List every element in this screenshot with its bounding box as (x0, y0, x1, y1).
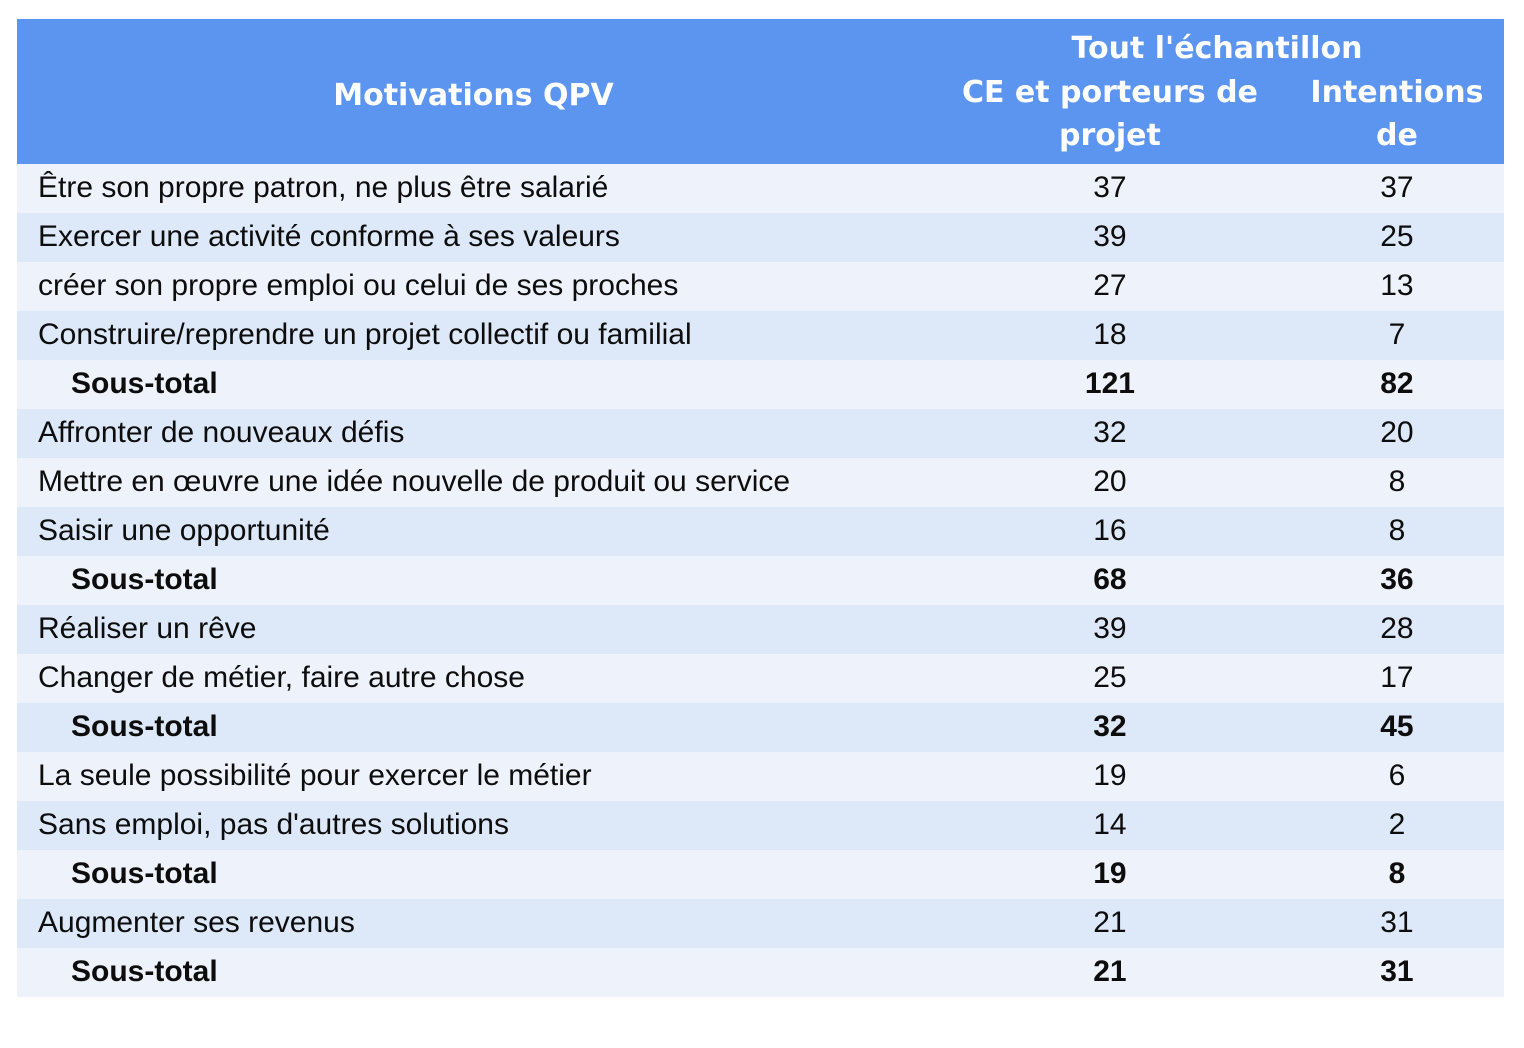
table-row: Réaliser un rêve 39 28 (17, 604, 1504, 654)
table-row: Affronter de nouveaux défis 32 20 (17, 408, 1504, 458)
ce-porteurs-value: 19 (930, 751, 1290, 801)
ce-porteurs-value: 21 (930, 898, 1290, 948)
intentions-value: 8 (1289, 849, 1504, 899)
table-body: Être son propre patron, ne plus être sal… (17, 163, 1504, 997)
intentions-value: 37 (1289, 163, 1504, 213)
motivation-label: Construire/reprendre un projet collectif… (17, 310, 931, 360)
motivation-label: Réaliser un rêve (17, 604, 931, 654)
subtotal-row: Sous-total 68 36 (17, 555, 1504, 605)
intentions-value: 36 (1289, 555, 1504, 605)
ce-porteurs-value: 16 (930, 506, 1290, 556)
intentions-value: 7 (1289, 310, 1504, 360)
ce-porteurs-value: 32 (930, 408, 1290, 458)
ce-porteurs-value: 68 (930, 555, 1290, 605)
motivation-label: Sous-total (17, 555, 931, 605)
table-row: Mettre en œuvre une idée nouvelle de pro… (17, 457, 1504, 507)
motivation-label: Augmenter ses revenus (17, 898, 931, 948)
table-row: La seule possibilité pour exercer le mét… (17, 751, 1504, 801)
motivation-label: Exercer une activité conforme à ses vale… (17, 212, 931, 262)
intentions-value: 31 (1289, 947, 1504, 997)
motivation-label: Sous-total (17, 359, 931, 409)
intentions-value: 28 (1289, 604, 1504, 654)
page: Motivations QPV Tout l'échantillon CE et… (17, 19, 1504, 997)
motivation-label: Changer de métier, faire autre chose (17, 653, 931, 703)
motivation-label: Sous-total (17, 947, 931, 997)
motivation-label: Mettre en œuvre une idée nouvelle de pro… (17, 457, 931, 507)
motivation-label: Être son propre patron, ne plus être sal… (17, 163, 931, 213)
ce-porteurs-value: 27 (930, 261, 1290, 311)
ce-porteurs-value: 18 (930, 310, 1290, 360)
intentions-value: 20 (1289, 408, 1504, 458)
ce-porteurs-value: 21 (930, 947, 1290, 997)
motivation-label: Sous-total (17, 849, 931, 899)
table-row: Sans emploi, pas d'autres solutions 14 2 (17, 800, 1504, 850)
subtotal-row: Sous-total 21 31 (17, 947, 1504, 997)
motivation-label: Sans emploi, pas d'autres solutions (17, 800, 931, 850)
header-tout-echantillon: Tout l'échantillon (930, 19, 1504, 71)
intentions-value: 31 (1289, 898, 1504, 948)
table-row: Augmenter ses revenus 21 31 (17, 898, 1504, 948)
ce-porteurs-value: 39 (930, 212, 1290, 262)
motivation-label: créer son propre emploi ou celui de ses … (17, 261, 931, 311)
header-intentions-de: Intentions de (1289, 70, 1504, 164)
table-row: Construire/reprendre un projet collectif… (17, 310, 1504, 360)
ce-porteurs-value: 14 (930, 800, 1290, 850)
intentions-value: 25 (1289, 212, 1504, 262)
motivation-label: Sous-total (17, 702, 931, 752)
table-row: Exercer une activité conforme à ses vale… (17, 212, 1504, 262)
subtotal-row: Sous-total 121 82 (17, 359, 1504, 409)
intentions-value: 2 (1289, 800, 1504, 850)
table-row: créer son propre emploi ou celui de ses … (17, 261, 1504, 311)
header-ce-et-porteurs: CE et porteurs de projet (930, 70, 1290, 164)
subtotal-row: Sous-total 32 45 (17, 702, 1504, 752)
ce-porteurs-value: 39 (930, 604, 1290, 654)
motivations-table: Motivations QPV Tout l'échantillon CE et… (17, 19, 1504, 997)
ce-porteurs-value: 121 (930, 359, 1290, 409)
table-row: Changer de métier, faire autre chose 25 17 (17, 653, 1504, 703)
header-motivations-qpv: Motivations QPV (17, 19, 931, 164)
table-row: Saisir une opportunité 16 8 (17, 506, 1504, 556)
intentions-value: 13 (1289, 261, 1504, 311)
intentions-value: 8 (1289, 457, 1504, 507)
ce-porteurs-value: 20 (930, 457, 1290, 507)
intentions-value: 82 (1289, 359, 1504, 409)
subtotal-row: Sous-total 19 8 (17, 849, 1504, 899)
table-header: Motivations QPV Tout l'échantillon CE et… (17, 19, 1504, 164)
motivation-label: Affronter de nouveaux défis (17, 408, 931, 458)
intentions-value: 6 (1289, 751, 1504, 801)
intentions-value: 45 (1289, 702, 1504, 752)
table-row: Être son propre patron, ne plus être sal… (17, 163, 1504, 213)
motivation-label: La seule possibilité pour exercer le mét… (17, 751, 931, 801)
ce-porteurs-value: 25 (930, 653, 1290, 703)
intentions-value: 8 (1289, 506, 1504, 556)
motivation-label: Saisir une opportunité (17, 506, 931, 556)
ce-porteurs-value: 19 (930, 849, 1290, 899)
ce-porteurs-value: 32 (930, 702, 1290, 752)
ce-porteurs-value: 37 (930, 163, 1290, 213)
intentions-value: 17 (1289, 653, 1504, 703)
